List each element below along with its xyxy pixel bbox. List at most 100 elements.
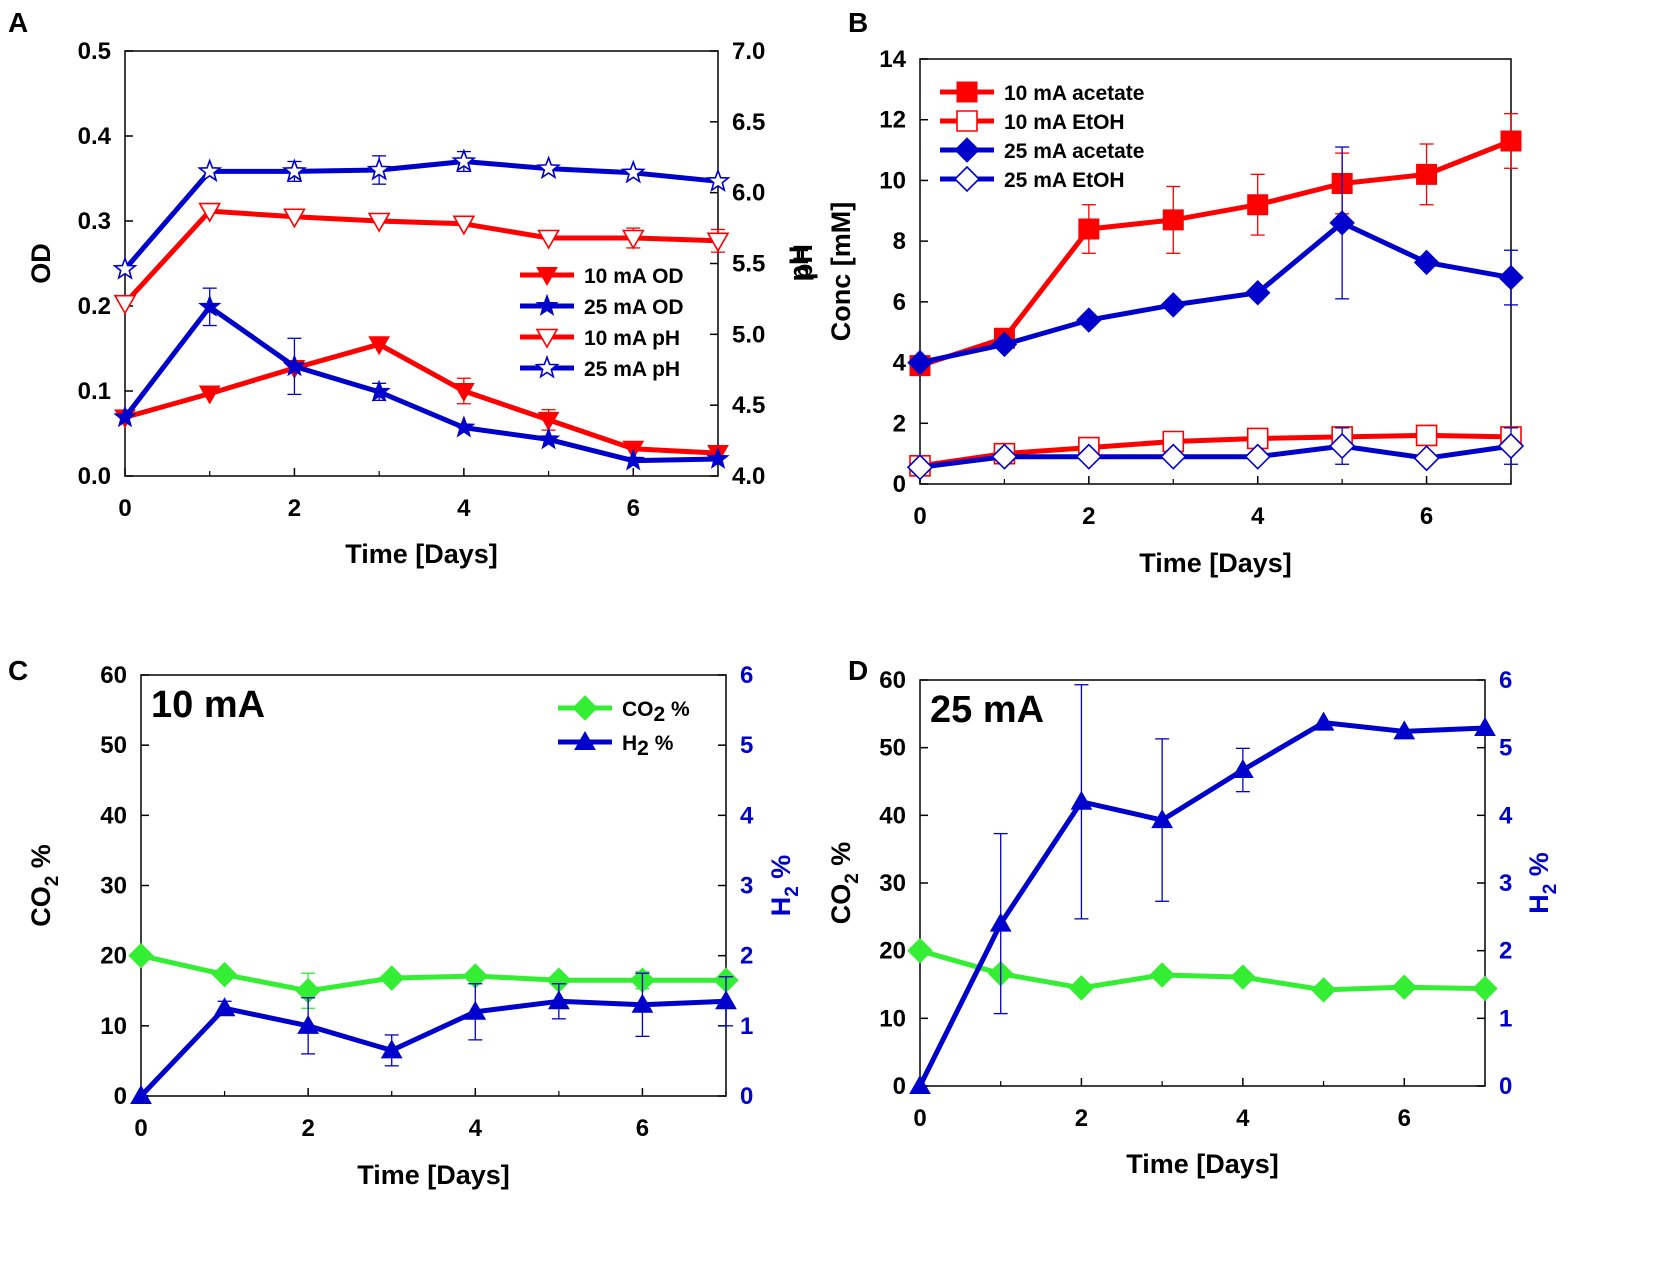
data-point	[213, 997, 236, 1017]
legend-label: 25 mA OD	[584, 296, 684, 319]
data-point	[537, 411, 560, 431]
y-axis-title: Conc [mM]	[826, 202, 856, 341]
data-point	[367, 379, 391, 402]
data-point	[198, 385, 221, 405]
y2-tick-label: 4	[740, 802, 754, 829]
data-point	[1162, 209, 1184, 231]
series-line	[124, 341, 719, 456]
y-tick-label: 8	[893, 228, 906, 255]
data-point	[907, 937, 933, 964]
x-axis-title: Time [Days]	[345, 539, 498, 569]
legend-marker	[572, 695, 598, 721]
panel-label-d: D	[848, 655, 868, 686]
series-line	[919, 432, 1512, 469]
panel-label-b: B	[848, 7, 868, 38]
data-point	[282, 158, 307, 183]
data-point	[1329, 210, 1355, 236]
x-tick-label: 2	[288, 495, 301, 522]
data-point	[452, 383, 475, 403]
x-tick-label: 0	[913, 1105, 926, 1132]
series-line	[919, 138, 1512, 368]
data-point	[1149, 962, 1175, 988]
legend-marker	[536, 267, 558, 287]
data-point	[464, 1000, 487, 1020]
y-axis-title-main: CO	[826, 884, 856, 925]
y-tick-label: 60	[879, 667, 906, 694]
data-point	[1246, 427, 1269, 450]
legend-label: 25 mA acetate	[1004, 140, 1144, 163]
data-point	[1413, 445, 1440, 472]
data-point	[452, 415, 476, 438]
legend-label: 10 mA pH	[584, 327, 680, 350]
panel-label-a: A	[8, 7, 28, 38]
y-tick-label: 50	[100, 732, 127, 759]
y-tick-label: 0.4	[78, 123, 112, 150]
data-point	[1500, 130, 1522, 152]
data-point	[621, 229, 645, 250]
data-point	[1498, 264, 1524, 291]
legend-marker	[956, 81, 978, 103]
y-axis-title: CO2 %	[826, 842, 863, 925]
y2-axis-title-sub: 2	[1540, 884, 1561, 895]
legend-label: 25 mA pH	[584, 358, 680, 381]
series-line	[919, 220, 1512, 366]
y-axis-title-sub: 2	[842, 873, 863, 884]
y2-tick-label: 4.5	[732, 392, 765, 419]
y2-axis-title-suffix: %	[1524, 852, 1554, 884]
data-point	[451, 148, 477, 173]
legend-marker	[956, 110, 978, 132]
x-tick-label: 6	[1420, 503, 1433, 530]
y2-axis-title-sub: 2	[782, 886, 803, 897]
y-tick-label: 0	[893, 1073, 906, 1100]
y2-tick-label: 6	[1499, 667, 1512, 694]
data-point	[1393, 720, 1416, 740]
x-tick-label: 4	[469, 1115, 483, 1142]
panel-annotation: 25 mA	[930, 689, 1044, 731]
data-point	[1151, 809, 1174, 829]
data-point	[380, 1039, 403, 1059]
x-tick-label: 6	[627, 495, 640, 522]
y2-axis-title-main: H	[1524, 894, 1554, 914]
y-axis-title-main: CO	[26, 886, 56, 927]
x-tick-label: 6	[1398, 1105, 1411, 1132]
data-point	[1231, 758, 1254, 778]
series-line	[919, 948, 1486, 993]
x-tick-label: 0	[118, 495, 131, 522]
data-point	[631, 993, 654, 1013]
y2-tick-label: 3	[1499, 870, 1512, 897]
series-line	[123, 208, 719, 305]
x-tick-label: 0	[913, 503, 926, 530]
y-axis-title: OD	[26, 243, 56, 284]
data-point	[1078, 218, 1100, 240]
data-point	[1474, 717, 1496, 737]
data-point	[706, 446, 730, 469]
legend-label-sub: 2	[637, 737, 649, 760]
legend-marker	[953, 165, 981, 193]
y-tick-label: 10	[879, 1005, 906, 1032]
x-tick-label: 6	[636, 1115, 649, 1142]
data-point	[1329, 432, 1356, 460]
y2-tick-label: 5	[1499, 735, 1512, 762]
data-point	[991, 443, 1018, 470]
data-point	[991, 331, 1018, 358]
x-axis-title: Time [Days]	[1126, 1149, 1279, 1179]
panel-label-c: C	[8, 655, 28, 686]
y2-axis-title-suffix: %	[766, 855, 796, 887]
data-point	[989, 912, 1012, 932]
data-point	[536, 155, 561, 180]
data-point	[1160, 292, 1186, 318]
data-point	[128, 942, 154, 969]
y2-tick-label: 4.0	[732, 463, 765, 490]
y-tick-label: 40	[879, 802, 906, 829]
x-tick-label: 2	[1082, 503, 1095, 530]
y2-tick-label: 7.0	[732, 38, 765, 65]
x-tick-label: 2	[301, 1115, 314, 1142]
data-point	[1413, 249, 1440, 276]
data-point	[906, 454, 934, 481]
data-point	[1230, 964, 1256, 990]
legend-label: 25 mA EtOH	[1004, 169, 1125, 192]
data-point	[112, 256, 138, 280]
data-point	[907, 349, 933, 376]
panel-b-chart: 0 2 4 6 0 2 4 6 8 10 12 14 Time [Days] Conc [mM] pH 10 …	[788, 46, 1525, 578]
data-point	[282, 354, 307, 377]
